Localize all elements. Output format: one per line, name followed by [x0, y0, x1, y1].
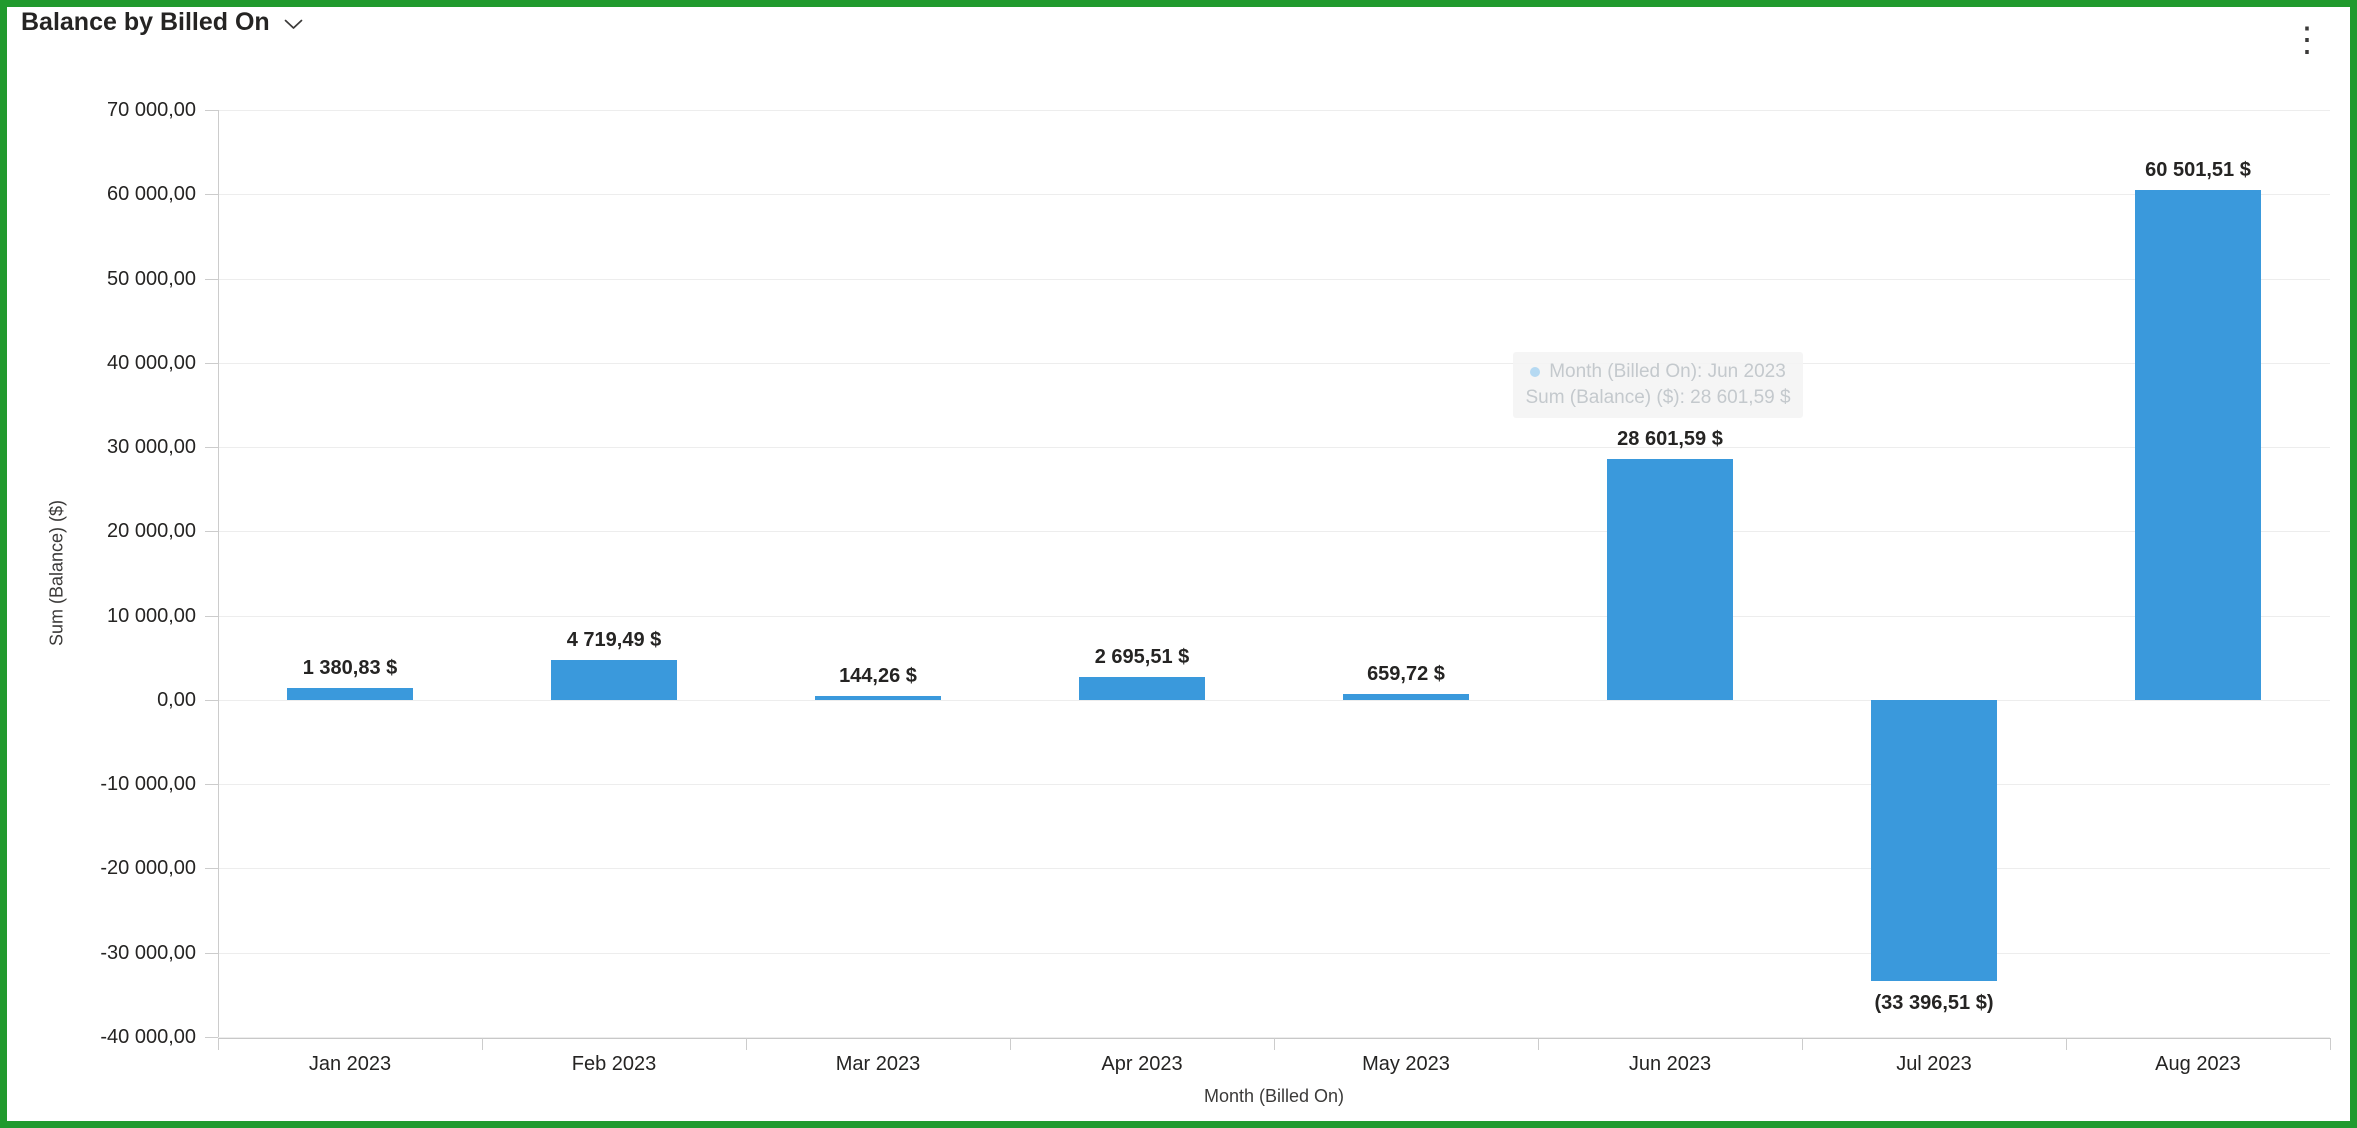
chart-title: Balance by Billed On [21, 8, 270, 36]
gridline [218, 362, 2330, 364]
y-tick-label: 60 000,00 [107, 183, 196, 206]
gridline [218, 447, 2330, 449]
x-tick-label: Jul 2023 [1896, 1053, 1972, 1075]
y-tick-mark [205, 699, 218, 701]
gridline [218, 1037, 2330, 1038]
bar-value-label: (33 396,51 $) [1874, 992, 1994, 1015]
y-tick-label: -30 000,00 [100, 941, 196, 964]
y-tick-label: 10 000,00 [107, 604, 196, 627]
bar-value-label: 4 719,49 $ [566, 629, 662, 652]
bar[interactable] [2135, 190, 2261, 700]
gridline [218, 699, 2330, 701]
bar-value-label: 144,26 $ [839, 664, 917, 687]
x-tick-label: Feb 2023 [571, 1053, 657, 1075]
bar[interactable] [1871, 699, 1997, 982]
y-tick-mark [205, 615, 218, 617]
y-tick-mark [205, 784, 218, 786]
chart-title-dropdown[interactable]: Balance by Billed On [21, 8, 303, 37]
x-tick-label: Apr 2023 [1101, 1053, 1183, 1075]
bar-value-label: 60 501,51 $ [2145, 159, 2251, 182]
y-tick-label: -10 000,00 [100, 773, 196, 796]
chart-header: Balance by Billed On ⋮ [0, 0, 2357, 70]
y-tick-label: 70 000,00 [107, 99, 196, 121]
y-tick-label: 40 000,00 [107, 351, 196, 374]
x-axis-title: Month (Billed On) [1203, 1086, 1345, 1106]
y-tick-mark [205, 868, 218, 870]
bar[interactable] [1607, 458, 1733, 700]
bar[interactable] [287, 688, 413, 700]
gridline [218, 531, 2330, 533]
y-tick-mark [205, 1037, 218, 1038]
y-tick-mark [205, 110, 218, 111]
y-tick-label: -40 000,00 [100, 1026, 196, 1048]
y-tick-label: 20 000,00 [107, 520, 196, 543]
x-tick-mark [1538, 1038, 1539, 1050]
x-tick-mark [1274, 1038, 1275, 1050]
gridline [218, 952, 2330, 954]
x-tick-mark [1010, 1038, 1011, 1050]
y-tick-label: 30 000,00 [107, 436, 196, 459]
x-tick-mark [1802, 1038, 1803, 1050]
y-tick-mark [205, 531, 218, 533]
bar[interactable] [815, 695, 941, 700]
chevron-down-icon [284, 19, 303, 30]
bar[interactable] [551, 660, 677, 700]
y-tick-mark [205, 362, 218, 364]
x-tick-mark [2066, 1038, 2067, 1050]
gridline [218, 194, 2330, 196]
x-tick-label: Aug 2023 [2155, 1053, 2241, 1075]
bar[interactable] [1343, 694, 1469, 700]
y-axis-title: Sum (Balance) ($) [46, 499, 67, 647]
bar[interactable] [1079, 677, 1205, 700]
x-tick-label: Jan 2023 [308, 1053, 392, 1075]
x-tick-label: May 2023 [1362, 1053, 1450, 1075]
y-tick-mark [205, 952, 218, 954]
y-tick-mark [205, 278, 218, 280]
x-tick-mark [218, 1038, 219, 1050]
bar-value-label: 659,72 $ [1367, 663, 1445, 686]
x-tick-mark [746, 1038, 747, 1050]
x-tick-mark [482, 1038, 483, 1050]
y-tick-label: 50 000,00 [107, 267, 196, 290]
y-tick-label: 0,00 [157, 688, 196, 711]
y-axis-line [218, 110, 219, 1037]
x-tick-label: Jun 2023 [1628, 1053, 1712, 1075]
y-tick-mark [205, 194, 218, 196]
bar-value-label: 1 380,83 $ [302, 657, 398, 680]
gridline [218, 784, 2330, 786]
y-tick-mark [205, 447, 218, 449]
gridline [218, 868, 2330, 870]
gridline [218, 278, 2330, 280]
x-tick-label: Mar 2023 [835, 1053, 921, 1075]
gridline [218, 110, 2330, 111]
more-options-icon[interactable]: ⋮ [2290, 21, 2324, 59]
bar-value-label: 2 695,51 $ [1094, 646, 1190, 669]
x-tick-mark [2330, 1038, 2331, 1050]
gridline [218, 615, 2330, 617]
y-tick-label: -20 000,00 [100, 857, 196, 880]
bar-value-label: 28 601,59 $ [1617, 427, 1723, 450]
